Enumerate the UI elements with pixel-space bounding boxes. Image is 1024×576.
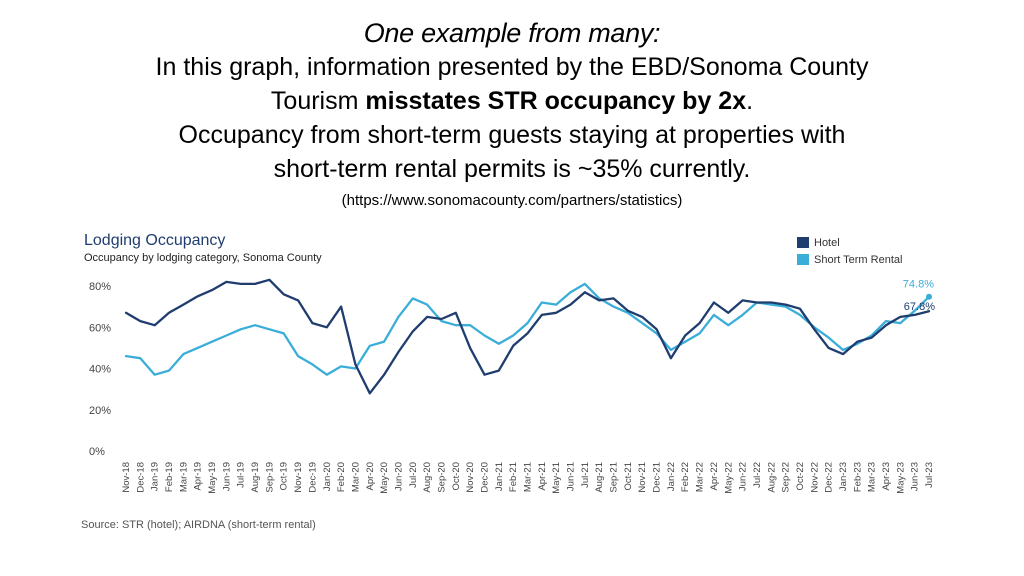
x-tick-label: May-22 (723, 462, 734, 494)
x-tick-label: Sep-22 (781, 462, 792, 493)
legend-label: Hotel (814, 237, 840, 249)
x-tick-label: Feb-20 (336, 462, 347, 492)
x-tick-label: Mar-23 (867, 462, 878, 492)
x-tick-label: Jul-20 (408, 462, 419, 488)
slide-line-2-pre: Tourism (270, 87, 366, 115)
x-tick-label: Jan-21 (494, 462, 505, 491)
x-tick-label: Aug-20 (422, 462, 433, 493)
x-axis: Nov-18 Dec-18 Jan-19 Feb-19 Mar-19 Apr-19 May-… (121, 462, 935, 494)
x-tick-label: Dec-19 (307, 462, 318, 493)
x-tick-label: Jul-23 (924, 462, 935, 488)
legend: Hotel Short Term Rental (797, 237, 902, 266)
x-tick-label: Jan-23 (838, 462, 849, 491)
x-tick-label: Dec-20 (479, 462, 490, 493)
x-tick-label: Nov-20 (465, 462, 476, 493)
x-tick-label: Sep-20 (436, 462, 447, 493)
x-tick-label: May-19 (207, 462, 218, 494)
x-tick-label: Dec-18 (135, 462, 146, 493)
slide-line-4: short-term rental permits is ~35% curren… (273, 155, 751, 183)
x-tick-label: Nov-22 (809, 462, 820, 493)
x-tick-label: Apr-23 (881, 462, 892, 491)
x-tick-label: Feb-22 (680, 462, 691, 492)
x-tick-label: Jan-22 (666, 462, 677, 491)
x-tick-label: Apr-22 (709, 462, 720, 491)
y-tick-label: 0% (89, 446, 105, 458)
slide-line-1: In this graph, information presented by … (155, 53, 869, 81)
x-tick-label: Dec-22 (824, 462, 835, 493)
hotel-end-label: 67.8% (904, 301, 935, 313)
chart-source: Source: STR (hotel); AIRDNA (short-term … (81, 519, 316, 531)
x-tick-label: May-23 (895, 462, 906, 494)
legend-label: Short Term Rental (814, 254, 902, 266)
str-end-point (926, 293, 932, 300)
x-tick-label: Nov-18 (121, 462, 132, 493)
x-tick-label: Aug-19 (250, 462, 261, 493)
legend-swatch (797, 254, 809, 265)
x-tick-label: Feb-19 (164, 462, 175, 492)
slide-line-3: Occupancy from short-term guests staying… (178, 121, 846, 149)
str-end-label: 74.8% (903, 279, 934, 291)
x-tick-label: Mar-21 (523, 462, 534, 492)
x-tick-label: Jun-20 (393, 462, 404, 491)
slide-line-2-post: . (746, 87, 754, 115)
x-tick-label: Aug-21 (594, 462, 605, 493)
series-lines (124, 278, 932, 395)
x-tick-label: Aug-22 (766, 462, 777, 493)
x-tick-label: Nov-21 (637, 462, 648, 493)
y-axis: 0% 20% 40% 60% 80% (89, 281, 111, 458)
slide-line-2: Tourism misstates STR occupancy by 2x. (0, 84, 1024, 118)
lodging-occupancy-chart: Lodging Occupancy Occupancy by lodging c… (81, 232, 935, 531)
x-tick-label: Mar-20 (350, 462, 361, 492)
series-line-hotel (124, 278, 931, 395)
x-tick-label: Oct-21 (623, 462, 634, 491)
chart-subtitle: Occupancy by lodging category, Sonoma Co… (84, 252, 322, 264)
series-line-short-term-rental (124, 282, 931, 376)
x-tick-label: Jun-22 (738, 462, 749, 491)
x-tick-label: Apr-19 (193, 462, 204, 491)
x-tick-label: Jul-19 (236, 462, 247, 488)
chart-title: Lodging Occupancy (84, 232, 225, 249)
x-tick-label: Oct-19 (279, 462, 290, 491)
x-tick-label: Sep-21 (609, 462, 620, 493)
x-tick-label: May-21 (551, 462, 562, 494)
y-tick-label: 20% (89, 405, 111, 417)
x-tick-label: Jul-22 (752, 462, 763, 488)
x-tick-label: Jan-19 (150, 462, 161, 491)
slide-header: One example from many: In this graph, in… (0, 16, 1024, 212)
x-tick-label: Oct-22 (795, 462, 806, 491)
x-tick-label: Jan-20 (322, 462, 333, 491)
y-tick-label: 80% (89, 281, 111, 293)
y-tick-label: 60% (89, 322, 111, 334)
slide-title: One example from many: (363, 18, 661, 48)
source-url: (https://www.sonomacounty.com/partners/s… (341, 192, 683, 209)
x-tick-label: Nov-19 (293, 462, 304, 493)
x-tick-label: Feb-21 (508, 462, 519, 492)
x-tick-label: Dec-21 (652, 462, 663, 493)
x-tick-label: May-20 (379, 462, 390, 494)
end-labels: 74.8% 67.8% (903, 279, 935, 313)
slide-line-2-bold: misstates STR occupancy by 2x (365, 87, 747, 115)
x-tick-label: Jun-23 (910, 462, 921, 491)
x-tick-label: Feb-23 (852, 462, 863, 492)
x-tick-label: Mar-19 (178, 462, 189, 492)
x-tick-label: Jun-19 (221, 462, 232, 491)
legend-swatch (797, 237, 809, 248)
y-tick-label: 40% (89, 364, 111, 376)
x-tick-label: Jun-21 (566, 462, 577, 491)
x-tick-label: Jul-21 (580, 462, 591, 488)
x-tick-label: Oct-20 (451, 462, 462, 491)
x-tick-label: Apr-21 (537, 462, 548, 491)
x-tick-label: Apr-20 (365, 462, 376, 491)
x-tick-label: Mar-22 (695, 462, 706, 492)
x-tick-label: Sep-19 (264, 462, 275, 493)
